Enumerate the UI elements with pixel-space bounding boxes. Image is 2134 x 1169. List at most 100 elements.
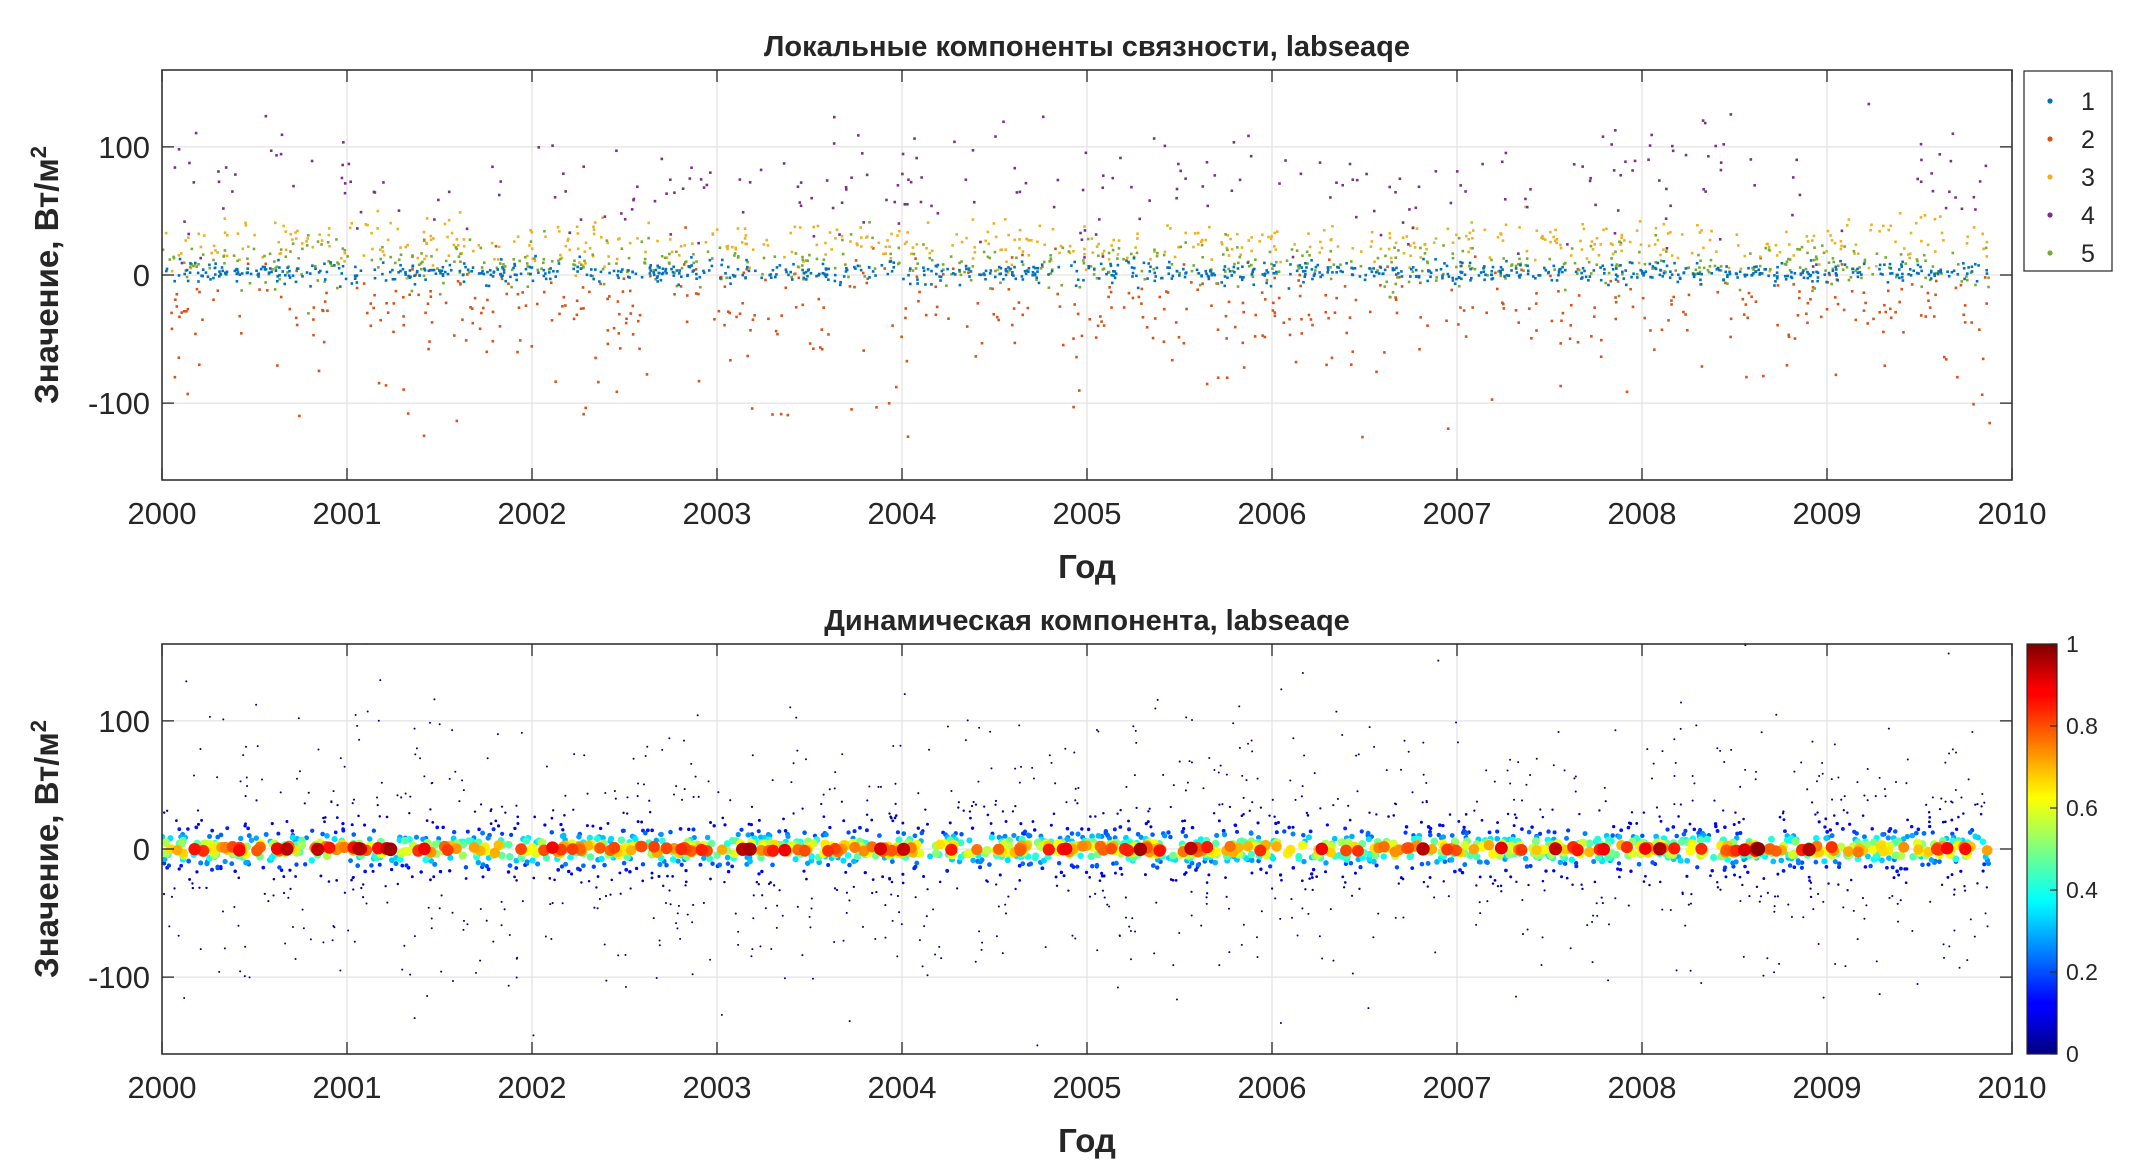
data-point (1630, 261, 1634, 265)
data-point (822, 306, 826, 309)
data-point (1475, 800, 1479, 803)
data-point (811, 977, 814, 980)
data-point (1934, 250, 1937, 253)
data-point (1290, 898, 1293, 901)
data-point (1842, 906, 1845, 909)
data-point (1648, 262, 1652, 266)
data-point (1024, 272, 1028, 276)
data-point (386, 238, 390, 242)
data-point (532, 876, 536, 880)
data-point (1319, 807, 1322, 810)
data-point (1620, 249, 1623, 253)
data-point (1589, 176, 1592, 180)
data-point (288, 276, 292, 279)
data-point (1621, 270, 1624, 274)
data-point (1927, 820, 1931, 824)
data-point (1946, 270, 1949, 273)
data-point (816, 859, 822, 866)
data-point (770, 947, 773, 950)
data-point (1578, 812, 1581, 816)
data-point (432, 268, 436, 272)
data-point (1124, 916, 1128, 919)
data-point (1650, 133, 1653, 137)
data-point (238, 273, 242, 276)
data-point (425, 254, 428, 258)
data-point (1499, 884, 1503, 888)
data-point (762, 256, 766, 260)
data-point (1457, 236, 1461, 240)
data-point (1489, 273, 1493, 277)
data-point (804, 270, 808, 274)
data-point (1695, 724, 1698, 727)
data-point (924, 808, 927, 811)
data-point (303, 802, 306, 805)
data-point (772, 884, 776, 887)
data-point (1130, 185, 1133, 189)
data-point (554, 275, 558, 278)
data-point (802, 260, 805, 263)
data-point (711, 257, 714, 260)
data-point (1425, 801, 1428, 804)
data-point (217, 170, 220, 173)
data-point (252, 247, 256, 251)
data-point (1217, 771, 1220, 774)
data-point (516, 350, 519, 354)
data-point (926, 888, 929, 891)
data-point (723, 880, 726, 884)
data-point (812, 234, 816, 238)
data-point (256, 745, 259, 748)
data-point (1827, 261, 1831, 265)
data-point (224, 166, 228, 169)
data-point (783, 977, 786, 980)
data-point (1589, 244, 1593, 248)
data-point (1735, 233, 1739, 236)
data-point (1080, 238, 1084, 242)
data-point (496, 733, 499, 736)
data-point (599, 282, 602, 286)
data-point (177, 274, 181, 277)
data-point (652, 917, 655, 920)
data-point (1592, 914, 1595, 917)
data-point (890, 816, 893, 820)
data-point (1440, 834, 1447, 840)
data-point (1028, 861, 1034, 867)
data-point (678, 827, 683, 831)
data-point (458, 271, 462, 274)
data-point (1840, 798, 1843, 801)
data-point (1220, 240, 1223, 244)
data-point (1754, 300, 1758, 303)
data-point (802, 869, 806, 873)
data-point (1790, 276, 1794, 280)
data-point (1944, 800, 1947, 803)
data-point (1816, 271, 1820, 275)
data-point (1394, 296, 1397, 299)
data-point (1931, 796, 1934, 799)
data-point (1615, 267, 1618, 270)
legend-marker-5 (2047, 250, 2053, 256)
data-point (1050, 268, 1054, 271)
data-point (709, 171, 712, 174)
data-point (310, 828, 315, 833)
data-point (1351, 178, 1355, 182)
data-point (922, 266, 925, 270)
data-point (1132, 256, 1136, 260)
data-point (1710, 271, 1714, 275)
data-point (1210, 272, 1214, 276)
data-point (1061, 343, 1065, 347)
data-point (995, 935, 998, 938)
data-point (1326, 271, 1329, 274)
data-point (1483, 278, 1486, 282)
data-point (462, 280, 466, 284)
data-point (1969, 918, 1972, 921)
data-point (672, 265, 675, 269)
data-point (802, 277, 805, 281)
data-point (682, 263, 686, 266)
data-point (1471, 236, 1474, 240)
data-point (586, 834, 593, 842)
data-point (934, 285, 938, 289)
data-point (526, 285, 530, 288)
data-point (1077, 786, 1080, 790)
data-point (406, 243, 409, 247)
data-point (904, 316, 907, 320)
data-point (726, 247, 729, 251)
